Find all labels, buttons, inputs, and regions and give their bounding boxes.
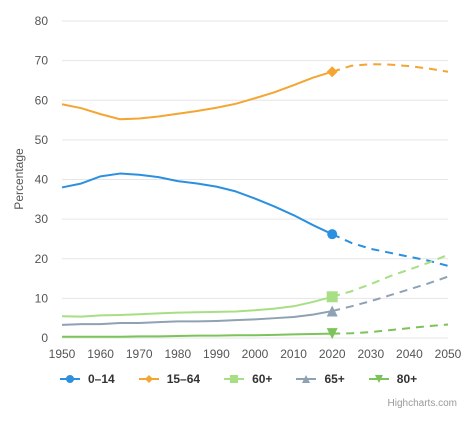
grid-lines: [62, 20, 448, 339]
legend-label: 0–14: [88, 372, 115, 386]
legend-marker-icon: [230, 375, 239, 383]
legend-symbol-icon: [296, 375, 317, 383]
legend: 0–14 15–64 60+ 65+ 80+: [60, 372, 417, 386]
x-axis-ticks: 1950 1960 1970 1980 1990 2000 2010 2020 2030 2040…: [49, 347, 462, 360]
y-tick-label: 70: [35, 54, 49, 68]
legend-item-1[interactable]: 0–14: [60, 372, 115, 386]
legend-marker-icon: [374, 375, 383, 383]
y-tick-label: 60: [35, 93, 49, 107]
x-tick-label: 1980: [164, 347, 191, 360]
y-axis-ticks: 0 10 20 30 40 50 60 70 80: [35, 14, 49, 345]
series-3-marker: [326, 291, 338, 303]
y-tick-label: 20: [35, 252, 49, 266]
series-4-marker: [326, 305, 338, 317]
x-tick-label: 1950: [49, 347, 76, 360]
legend-symbol-icon: [138, 375, 159, 383]
x-tick-label: 1970: [126, 347, 153, 360]
x-tick-label: 2030: [357, 347, 384, 360]
series-2-historical-line: [61, 70, 333, 121]
legend-label: 80+: [396, 372, 418, 386]
legend-label: 15–64: [166, 372, 201, 386]
series-5-projection-line: [332, 323, 449, 335]
x-tick-label: 1960: [87, 347, 114, 360]
legend-label: 60+: [252, 372, 273, 386]
series-5-marker: [326, 328, 338, 340]
x-tick-label: 2050: [435, 347, 462, 360]
series-3-projection-line: [331, 253, 449, 298]
series-2-marker: [326, 66, 338, 78]
series-3-historical-line: [61, 295, 333, 318]
x-tick-label: 2000: [242, 347, 269, 360]
series-markers: [326, 66, 338, 340]
series-4-historical-line: [61, 310, 333, 326]
series-4-projection-line: [331, 275, 449, 313]
legend-label: 65+: [324, 372, 345, 386]
legend-marker-icon: [302, 375, 311, 383]
x-tick-label: 2040: [396, 347, 423, 360]
series-5-historical-line: [62, 332, 333, 338]
y-tick-label: 0: [41, 331, 48, 345]
series-1-historical-line: [61, 172, 333, 236]
y-tick-label: 10: [35, 291, 49, 305]
legend-item-3[interactable]: 60+: [224, 372, 272, 386]
legend-symbol-icon: [224, 375, 245, 383]
x-tick-label: 2010: [280, 347, 307, 360]
legend-item-5[interactable]: 80+: [368, 372, 418, 386]
legend-marker-icon: [66, 375, 74, 383]
y-tick-label: 50: [35, 133, 49, 147]
series-1-projection-line: [331, 233, 449, 267]
legend-item-2[interactable]: 15–64: [138, 372, 201, 386]
series-1-marker: [327, 229, 338, 240]
x-tick-label: 2020: [319, 347, 346, 360]
series-2-projection-line: [331, 63, 449, 73]
legend-symbol-icon: [368, 375, 389, 383]
series-lines: [61, 63, 449, 338]
legend-symbol-icon: [60, 375, 80, 383]
y-tick-label: 40: [35, 173, 49, 187]
y-tick-label: 30: [35, 212, 49, 226]
legend-item-4[interactable]: 65+: [296, 372, 345, 386]
x-tick-label: 1990: [203, 347, 230, 360]
legend-marker-icon: [144, 375, 153, 383]
credits-link[interactable]: Highcharts.com: [387, 398, 457, 409]
y-tick-label: 80: [35, 14, 49, 28]
y-axis-title: Percentage: [12, 148, 26, 210]
